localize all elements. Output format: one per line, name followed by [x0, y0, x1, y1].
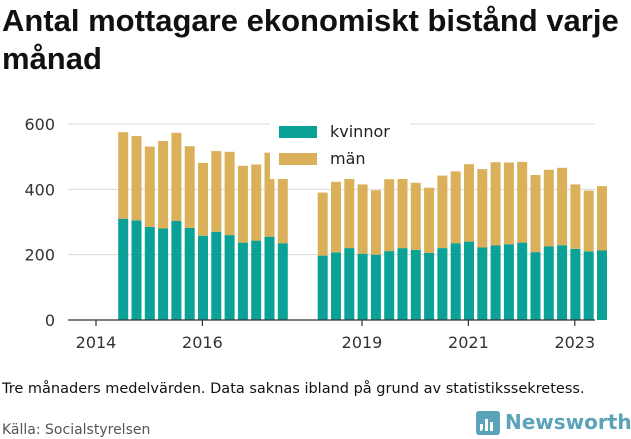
bar-män-2021-12: [517, 161, 528, 243]
bar-män-2015-09: [184, 146, 195, 228]
bar-män-2016-12: [251, 164, 262, 241]
bar-män-2019-12: [410, 182, 421, 250]
bar-män-2014-06: [118, 132, 129, 219]
bar-kvinnor-2019-12: [410, 249, 421, 320]
bar-män-2023-03: [583, 190, 594, 252]
bar-kvinnor-2022-09: [557, 245, 568, 320]
x-tick-label-2014: 2014: [76, 333, 117, 352]
bar-män-2020-12: [464, 164, 474, 242]
bar-kvinnor-2021-03: [477, 247, 488, 320]
bar-män-2022-09: [557, 167, 568, 246]
legend-swatch-man: [279, 153, 317, 165]
bar-män-2018-06: [331, 181, 341, 253]
legend-label-man: män: [330, 149, 366, 168]
bar-kvinnor-2018-06: [331, 252, 341, 320]
brand-name: Newsworthy: [505, 410, 631, 434]
bar-kvinnor-2015-03: [158, 228, 169, 320]
y-tick-label-600: 600: [24, 115, 55, 134]
bar-män-2014-09: [131, 136, 142, 221]
bar-män-2016-06: [224, 151, 235, 236]
bar-män-2020-06: [437, 175, 448, 249]
bar-kvinnor-2021-06: [490, 245, 501, 320]
bar-män-2021-06: [490, 162, 501, 246]
bar-män-2015-06: [171, 132, 182, 221]
chart-title: Antal mottagare ekonomiskt bistånd varje…: [2, 3, 619, 76]
x-tick-label-2016: 2016: [182, 333, 223, 352]
legend: kvinnor män: [270, 119, 410, 179]
y-tick-label-400: 400: [24, 180, 55, 199]
bar-män-2016-03: [211, 151, 222, 232]
bar-män-2021-09: [503, 162, 514, 245]
bar-kvinnor-2018-03: [317, 255, 328, 320]
bar-kvinnor-2019-06: [384, 251, 395, 320]
bar-män-2018-09: [344, 177, 355, 249]
bar-kvinnor-2019-09: [397, 248, 408, 320]
bar-kvinnor-2016-09: [237, 242, 248, 320]
bar-kvinnor-2023-06: [597, 250, 607, 320]
stacked-bar-chart: 0 200 400 600 2014 2016 2019 2021 2023: [24, 115, 607, 352]
bar-kvinnor-2020-06: [437, 248, 448, 320]
chart-area: 0 200 400 600 2014 2016 2019 2021 2023: [0, 100, 631, 365]
bar-män-2015-12: [198, 162, 208, 236]
bar-kvinnor-2014-06: [118, 218, 129, 320]
bar-kvinnor-2020-09: [450, 243, 461, 320]
bar-män-2022-12: [570, 184, 581, 249]
bar-män-2019-09: [397, 171, 408, 249]
legend-swatch-kvinnor: [279, 126, 317, 138]
bar-kvinnor-2016-03: [211, 231, 222, 320]
bar-kvinnor-2020-03: [424, 253, 435, 320]
bar-män-2019-03: [370, 190, 381, 255]
bar-män-2019-06: [384, 179, 395, 252]
bar-kvinnor-2016-06: [224, 235, 235, 320]
bar-kvinnor-2018-09: [344, 248, 355, 320]
bar-män-2020-09: [450, 171, 461, 244]
bar-kvinnor-2015-12: [198, 235, 208, 320]
brand-logo[interactable]: Newsworthy: [475, 410, 631, 436]
bar-män-2017-03: [264, 152, 275, 237]
x-tick-label-2023: 2023: [554, 333, 595, 352]
bar-män-2021-03: [477, 169, 488, 248]
x-tick-label-2019: 2019: [342, 333, 383, 352]
bar-kvinnor-2015-09: [184, 227, 195, 320]
bar-kvinnor-2015-06: [171, 221, 182, 320]
bar-kvinnor-2019-03: [370, 254, 381, 320]
bar-män-2015-03: [158, 141, 169, 229]
x-tick-label-2021: 2021: [448, 333, 489, 352]
source-label: Källa: Socialstyrelsen: [2, 422, 151, 438]
bar-kvinnor-2023-03: [583, 251, 594, 320]
bar-män-2022-03: [530, 175, 541, 253]
bar-kvinnor-2021-12: [517, 242, 528, 320]
bar-kvinnor-2020-12: [464, 241, 474, 320]
legend-label-kvinnor: kvinnor: [330, 122, 390, 141]
bar-män-2017-06: [277, 164, 288, 244]
bar-kvinnor-2017-03: [264, 236, 275, 320]
bar-män-2022-06: [543, 169, 554, 247]
bar-kvinnor-2014-12: [144, 226, 155, 320]
y-tick-label-200: 200: [24, 246, 55, 265]
bar-kvinnor-2014-09: [131, 220, 142, 320]
y-tick-label-0: 0: [45, 311, 55, 330]
bar-kvinnor-2022-06: [543, 246, 554, 320]
bar-kvinnor-2021-09: [503, 244, 514, 320]
chart-note: Tre månaders medelvärden. Data saknas ib…: [2, 381, 585, 397]
newsworthy-logo-icon: [476, 411, 500, 435]
bar-kvinnor-2017-06: [277, 243, 288, 320]
bar-män-2014-12: [144, 146, 155, 227]
bar-kvinnor-2016-12: [251, 240, 262, 320]
bar-kvinnor-2018-12: [357, 253, 368, 320]
bar-kvinnor-2022-03: [530, 252, 541, 320]
bar-män-2018-03: [317, 192, 328, 256]
bar-män-2016-09: [237, 165, 248, 243]
bar-kvinnor-2022-12: [570, 248, 581, 320]
bar-män-2023-06: [597, 186, 607, 251]
bar-män-2020-03: [424, 187, 435, 253]
bar-män-2018-12: [357, 184, 368, 254]
